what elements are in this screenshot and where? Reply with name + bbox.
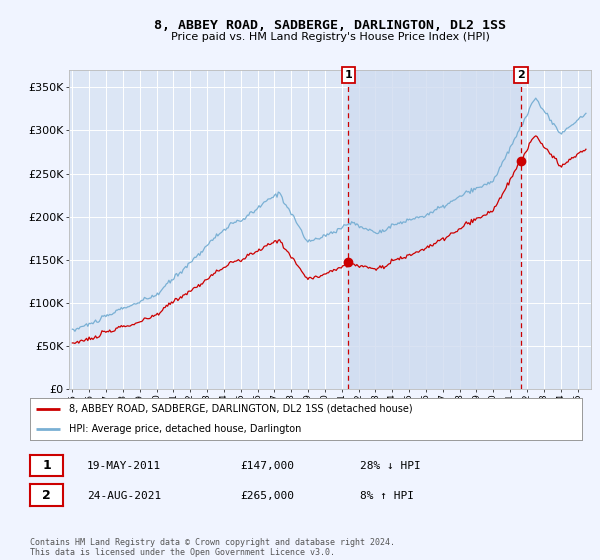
Text: Price paid vs. HM Land Registry's House Price Index (HPI): Price paid vs. HM Land Registry's House … — [170, 32, 490, 42]
Text: HPI: Average price, detached house, Darlington: HPI: Average price, detached house, Darl… — [68, 424, 301, 433]
Text: 19-MAY-2011: 19-MAY-2011 — [87, 461, 161, 471]
Text: 1: 1 — [344, 70, 352, 80]
Text: 28% ↓ HPI: 28% ↓ HPI — [360, 461, 421, 471]
Bar — [348, 70, 521, 389]
Text: £265,000: £265,000 — [240, 491, 294, 501]
Text: 2: 2 — [42, 488, 51, 502]
Text: 24-AUG-2021: 24-AUG-2021 — [87, 491, 161, 501]
Text: 2: 2 — [517, 70, 525, 80]
Text: 8, ABBEY ROAD, SADBERGE, DARLINGTON, DL2 1SS (detached house): 8, ABBEY ROAD, SADBERGE, DARLINGTON, DL2… — [68, 404, 412, 413]
Text: £147,000: £147,000 — [240, 461, 294, 471]
Text: Contains HM Land Registry data © Crown copyright and database right 2024.
This d: Contains HM Land Registry data © Crown c… — [30, 538, 395, 557]
Text: 1: 1 — [42, 459, 51, 472]
Text: 8, ABBEY ROAD, SADBERGE, DARLINGTON, DL2 1SS: 8, ABBEY ROAD, SADBERGE, DARLINGTON, DL2… — [154, 18, 506, 32]
Text: 8% ↑ HPI: 8% ↑ HPI — [360, 491, 414, 501]
